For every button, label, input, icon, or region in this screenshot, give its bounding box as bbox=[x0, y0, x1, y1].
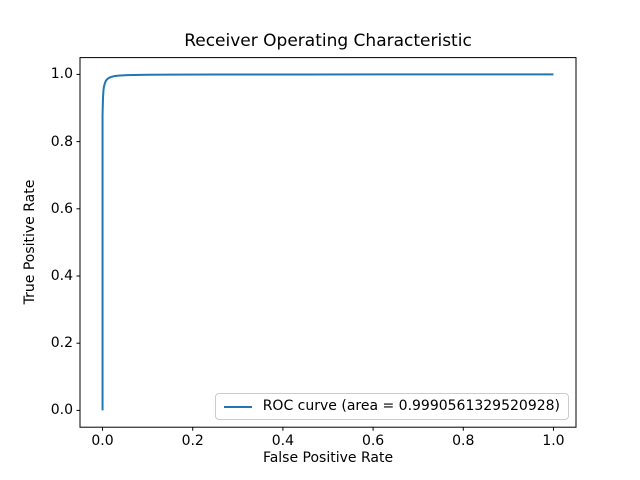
y-axis-label: True Positive Rate bbox=[22, 179, 38, 305]
y-tick-label: 0.2 bbox=[50, 335, 73, 352]
x-tick-label: 0.8 bbox=[452, 433, 475, 449]
chart-title: Receiver Operating Characteristic bbox=[184, 31, 472, 51]
x-tick-label: 0.6 bbox=[361, 433, 385, 449]
x-axis-label: False Positive Rate bbox=[262, 450, 394, 466]
legend: ROC curve (area = 0.9990561329520928) bbox=[214, 393, 569, 420]
legend-label: ROC curve (area = 0.9990561329520928) bbox=[262, 398, 560, 414]
y-tick-label: 0.8 bbox=[50, 133, 73, 150]
y-tick-label: 1.0 bbox=[50, 66, 73, 83]
y-tick-label: 0.6 bbox=[50, 200, 73, 217]
legend-line-icon bbox=[223, 405, 252, 408]
y-tick-label: 0.4 bbox=[50, 268, 73, 284]
x-tick-label: 0.0 bbox=[91, 433, 114, 449]
y-tick-label: 0.0 bbox=[50, 402, 73, 419]
x-tick-label: 1.0 bbox=[542, 433, 565, 449]
x-tick-label: 0.4 bbox=[271, 433, 295, 449]
x-tick-label: 0.2 bbox=[181, 433, 204, 449]
